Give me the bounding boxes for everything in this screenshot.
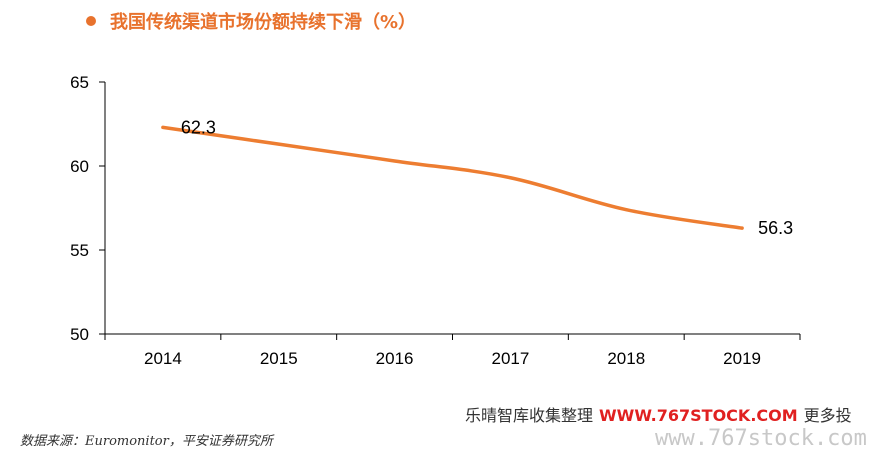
data-point xyxy=(508,176,512,180)
source-note: 数据来源：Euromonitor，平安证券研究所 xyxy=(20,434,273,449)
watermark-suffix: 更多投 xyxy=(803,406,852,425)
chart-header: 我国传统渠道市场份额持续下滑（%） xyxy=(86,6,416,36)
x-tick-label: 2018 xyxy=(607,349,645,368)
data-point xyxy=(277,142,281,146)
x-tick-label: 2017 xyxy=(492,349,530,368)
data-label: 62.3 xyxy=(181,117,216,137)
x-tick-label: 2014 xyxy=(144,349,182,368)
watermark-prefix: 乐晴智库收集整理 xyxy=(465,406,594,425)
bullet-icon xyxy=(86,16,96,26)
data-point xyxy=(161,125,165,129)
data-label: 56.3 xyxy=(758,218,793,238)
watermark-domain: www.767stock.com xyxy=(655,426,867,451)
x-tick-label: 2019 xyxy=(723,349,761,368)
y-tick-label: 60 xyxy=(70,157,89,176)
data-point xyxy=(393,159,397,163)
watermark-url: WWW.767STOCK.COM xyxy=(599,406,798,425)
data-point xyxy=(740,226,744,230)
y-tick-label: 65 xyxy=(70,73,89,92)
x-tick-label: 2015 xyxy=(260,349,298,368)
y-tick-label: 55 xyxy=(70,241,89,260)
x-tick-label: 2016 xyxy=(376,349,414,368)
series-line xyxy=(161,125,744,230)
data-point xyxy=(624,208,628,212)
watermark-banner: 乐晴智库收集整理 WWW.767STOCK.COM 更多投 xyxy=(465,402,852,426)
y-tick-label: 50 xyxy=(70,325,89,344)
chart-title: 我国传统渠道市场份额持续下滑（%） xyxy=(110,12,417,33)
